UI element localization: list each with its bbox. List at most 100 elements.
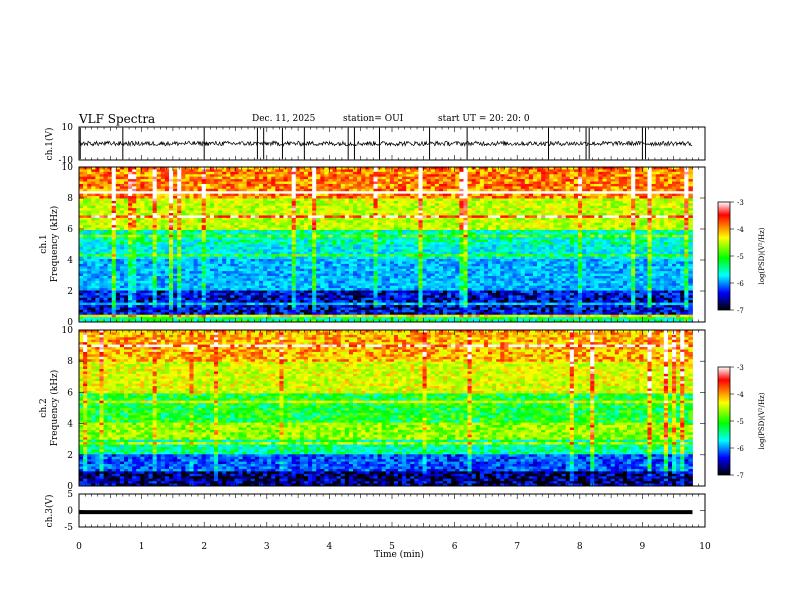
spectrogram-cell <box>504 237 509 241</box>
spectrogram-cell <box>222 222 227 226</box>
spectrogram-cell <box>148 181 154 185</box>
spectrogram-cell <box>418 200 423 204</box>
spectrogram-cell <box>500 205 505 209</box>
spectrogram-cell <box>144 210 149 214</box>
spectrogram-cell <box>684 225 689 228</box>
spectrogram-cell <box>549 227 554 231</box>
spectrogram-cell <box>438 227 444 231</box>
spectrogram-cell <box>365 217 370 221</box>
spectrogram-cell <box>385 220 391 224</box>
spectrogram-cell <box>213 217 219 221</box>
spectrogram-cell <box>287 215 293 219</box>
spectrogram-cell <box>684 229 689 233</box>
spectrogram-cell <box>373 167 378 170</box>
spectrogram-cell <box>398 220 403 224</box>
spectrogram-cell <box>308 227 313 231</box>
spectrogram-cell <box>303 174 309 178</box>
spectrogram-cell <box>205 239 211 243</box>
spectrogram-cell <box>230 229 235 233</box>
spectrogram-cell <box>471 234 477 238</box>
spectrogram-cell <box>500 167 505 170</box>
spectrogram-cell <box>598 205 603 209</box>
spectrogram-cell <box>455 200 460 204</box>
spectrogram-cell <box>655 188 661 192</box>
spectrogram-cell <box>647 205 652 209</box>
spectrogram-cell <box>254 183 260 187</box>
spectrogram-cell <box>475 183 481 187</box>
spectrogram-cell <box>234 203 239 207</box>
spectrogram-cell <box>381 167 387 170</box>
spectrogram-cell <box>663 167 669 170</box>
spectrogram-cell <box>107 196 113 199</box>
spectrogram-cell <box>422 183 428 187</box>
spectrogram-cell <box>561 167 567 170</box>
spectrogram-cell <box>610 198 616 202</box>
spectrogram-cell <box>201 183 207 187</box>
spectrogram-cell <box>672 215 677 219</box>
spectrogram-cell <box>393 237 399 241</box>
spectrogram-cell <box>672 229 677 233</box>
spectrogram-cell <box>643 179 648 182</box>
spectrogram-cell <box>508 208 513 211</box>
spectrogram-cell <box>651 196 657 199</box>
spectrogram-cell <box>667 174 673 178</box>
spectrogram-cell <box>577 193 583 197</box>
spectrogram-cell <box>614 176 620 180</box>
spectrogram-cell <box>479 213 485 216</box>
spectrogram-cell <box>606 196 612 199</box>
spectrogram-cell <box>299 225 305 228</box>
spectrogram-cell <box>557 191 562 195</box>
spectrogram-cell <box>103 169 109 173</box>
spectrogram-cell <box>447 237 452 241</box>
spectrogram-cell <box>177 186 182 190</box>
spectrogram-cell <box>557 215 562 219</box>
spectrogram-cell <box>308 171 313 175</box>
spectrogram-cell <box>123 193 129 197</box>
ch1-waveform-line <box>78 140 693 147</box>
spectrogram-cell <box>308 169 313 173</box>
spectrogram-cell <box>316 191 321 195</box>
spectrogram-cell <box>582 191 587 195</box>
spectrogram-cell <box>438 174 444 178</box>
spectrogram-cell <box>447 205 452 209</box>
spectrogram-cell <box>377 203 383 207</box>
spectrogram-cell <box>258 229 264 233</box>
spectrogram-cell <box>123 210 129 214</box>
spectrogram-cell <box>177 203 182 207</box>
spectrogram-cell <box>107 229 113 233</box>
spectrogram-cell <box>79 225 84 228</box>
spectrogram-cell <box>553 186 558 190</box>
spectrogram-cell <box>487 188 493 192</box>
spectrogram-cell <box>438 242 444 245</box>
spectrogram-cell <box>426 196 432 199</box>
spectrogram-cell <box>434 225 440 228</box>
spectrogram-cell <box>320 237 325 241</box>
spectrogram-cell <box>463 198 468 202</box>
spectrogram-cell <box>418 208 423 211</box>
spectrogram-cell <box>111 169 117 173</box>
spectrogram-cell <box>582 208 587 211</box>
spectrogram-cell <box>152 225 158 228</box>
spectrogram-cell <box>340 181 346 185</box>
spectrogram-cell <box>549 208 554 211</box>
spectrogram-cell <box>688 215 693 219</box>
spectrogram-cell <box>173 171 178 175</box>
spectrogram-cell <box>316 179 321 182</box>
spectrogram-cell <box>594 215 599 219</box>
spectrogram-cell <box>443 225 448 228</box>
spectrogram-cell <box>398 174 403 178</box>
spectrogram-cell <box>295 225 301 228</box>
spectrogram-cell <box>537 234 542 238</box>
spectrogram-cell <box>164 222 170 226</box>
spectrogram-cell <box>627 200 632 204</box>
spectrogram-cell <box>651 215 657 219</box>
spectrogram-cell <box>447 227 452 231</box>
spectrogram-cell <box>123 222 129 226</box>
spectrogram-cell <box>561 215 567 219</box>
spectrogram-cell <box>107 179 113 182</box>
spectrogram-cell <box>393 229 399 233</box>
spectrogram-cell <box>508 244 513 248</box>
spectrogram-cell <box>381 234 387 238</box>
spectrogram-cell <box>545 225 550 228</box>
spectrogram-cell <box>291 215 297 219</box>
